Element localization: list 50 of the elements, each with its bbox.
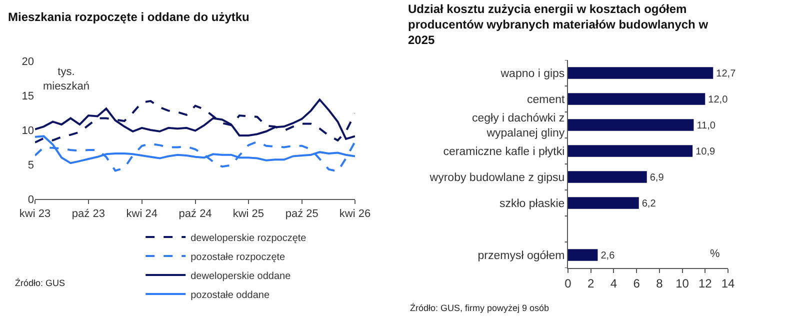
x-tick-label: paź 25	[285, 208, 318, 220]
x-tick-label: kwi 23	[19, 208, 51, 220]
y-tick-label: 10	[22, 124, 34, 137]
x-tick-label: 8	[656, 276, 664, 290]
legend-label: deweloperskie rozpoczęte	[190, 232, 307, 244]
y-tick-label: 15	[22, 90, 34, 102]
x-tick-label: kwi 25	[232, 208, 264, 220]
x-tick-label: 2	[588, 276, 595, 290]
x-tick-label: 12	[698, 276, 712, 290]
data-label: 10,9	[696, 146, 716, 158]
x-tick-label: 4	[610, 276, 618, 290]
x-tick-label: 14	[721, 276, 735, 290]
x-tick-label: 10	[676, 276, 690, 290]
x-tick-label: kwi 24	[126, 208, 158, 220]
x-tick-label: 6	[633, 276, 640, 290]
bar	[568, 119, 694, 131]
chart-title: Mieszkania rozpoczęte i oddane do użytku	[8, 10, 250, 24]
data-label: 6,9	[650, 172, 664, 184]
data-label: 12,7	[716, 68, 736, 80]
data-label: 6,2	[642, 198, 656, 210]
data-label: 11,0	[696, 120, 716, 132]
y-tick-label: przemysł ogółem	[478, 250, 565, 262]
y-tick-label: szkło płaskie	[499, 198, 565, 210]
data-label: 2,6	[600, 250, 616, 262]
bar	[568, 197, 639, 209]
data-label: 12,0	[708, 94, 728, 106]
x-tick-label: paź 24	[178, 208, 212, 220]
y-axis-title: tys. mieszkań	[43, 66, 90, 92]
legend-label: pozostałe rozpoczęte	[190, 252, 286, 263]
y-tick-label: cement	[526, 94, 566, 106]
text: Źródło: GUS, firmy powyżej 9 osób	[410, 303, 550, 313]
bar	[568, 67, 714, 79]
x-tick-label: paź 23	[72, 208, 105, 220]
annotation: %	[710, 248, 720, 260]
bar	[568, 145, 693, 157]
y-tick-label: 5	[28, 159, 34, 172]
bar	[568, 171, 647, 183]
legend-label: pozostałe oddane	[190, 290, 270, 301]
legend-label: deweloperskie oddane	[190, 270, 292, 282]
y-tick-label: wyroby budowlane z gipsu	[428, 172, 565, 184]
chart-title: Udział kosztu zużycia energii w kosztach ogółem producentów wybranych materiałów budowlanych w 2025	[408, 2, 709, 48]
y-tick-label: cegły i dachówki z wypalanej gliny	[472, 112, 565, 140]
y-tick-label: ceramiczne kafle i płytki	[443, 146, 565, 158]
x-tick-label: kwi 26	[339, 208, 371, 220]
y-tick-label: 20	[22, 56, 34, 68]
bar	[568, 249, 598, 261]
y-tick-label: 0	[28, 194, 34, 206]
bar	[568, 93, 706, 105]
y-tick-label: wapno i gips	[500, 68, 565, 80]
text: Źródło: GUS	[15, 278, 66, 288]
